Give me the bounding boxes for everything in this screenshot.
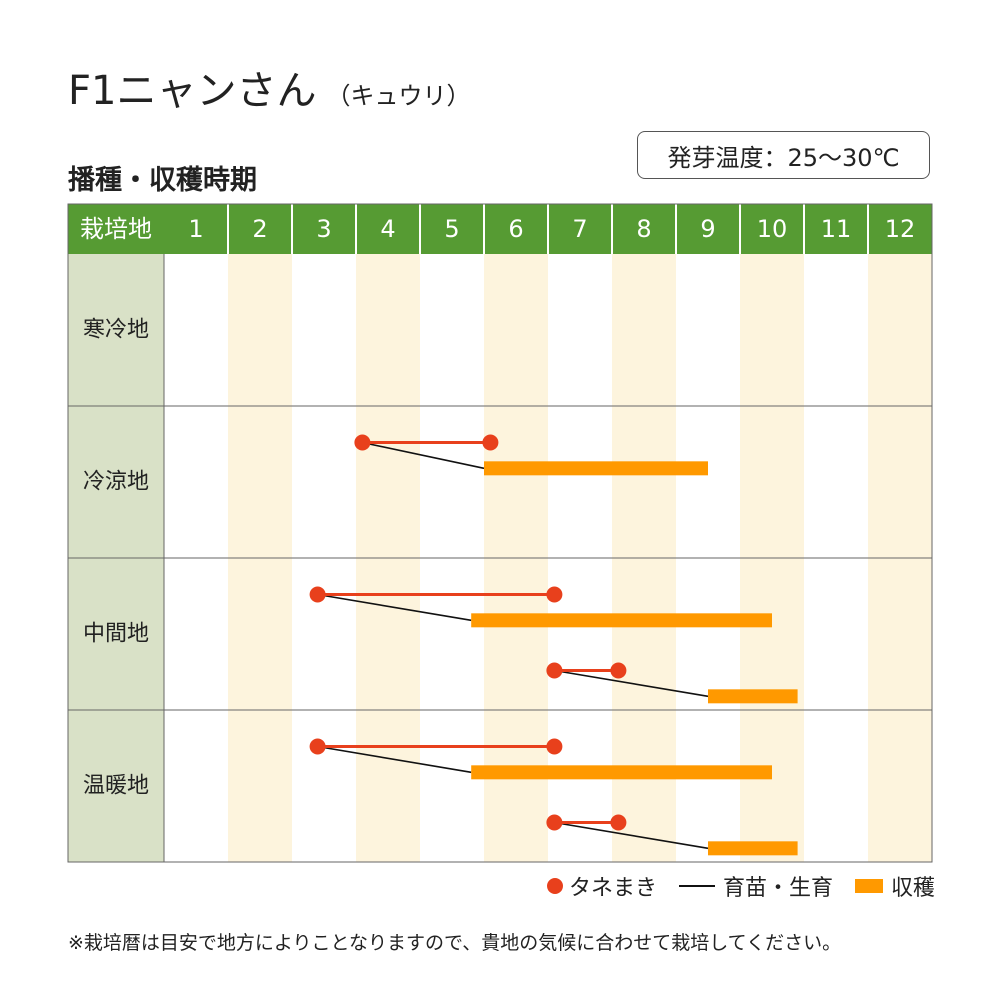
harvest-bar — [708, 689, 798, 704]
harvest-bar — [471, 613, 772, 628]
nursery-line — [554, 669, 709, 698]
region-label: 中間地 — [83, 622, 149, 647]
month-label: 3 — [316, 215, 331, 243]
month-label: 10 — [757, 215, 788, 243]
grid-border — [67, 203, 933, 863]
nursery-line — [317, 593, 472, 622]
germination-temperature-badge: 発芽温度：25～30℃ — [637, 131, 930, 179]
chart-subtitle: 播種・収穫時期 — [68, 165, 257, 196]
month-label: 2 — [252, 215, 267, 243]
sowing-dot-start — [546, 814, 563, 831]
sowing-dot-end — [546, 586, 563, 603]
nursery-line — [554, 821, 709, 850]
sowing-dot-start — [309, 738, 326, 755]
month-label: 9 — [700, 215, 715, 243]
legend-sowing-label: タネまき — [568, 876, 657, 901]
legend-item-harvest: 収穫 — [854, 870, 935, 902]
sowing-dot-end — [610, 814, 627, 831]
chart-title: F1ニャンさん （キュウリ） — [68, 58, 470, 116]
sowing-dot-start — [354, 434, 371, 451]
crop-type: （キュウリ） — [326, 82, 471, 110]
month-label: 7 — [572, 215, 587, 243]
footnote: ※栽培暦は目安で地方によりことなりますので、貴地の気候に合わせて栽培してください… — [68, 932, 842, 954]
harvest-bar — [484, 461, 708, 476]
sowing-dot-end — [546, 738, 563, 755]
header-bar — [68, 204, 932, 254]
region-label: 温暖地 — [83, 774, 149, 799]
legend-item-nursery: 育苗・生育 — [678, 870, 833, 902]
row-header-label: 栽培地 — [80, 215, 152, 243]
sowing-dot-end — [482, 434, 499, 451]
month-label: 5 — [444, 215, 459, 243]
legend-nursery-label: 育苗・生育 — [722, 876, 833, 901]
sowing-dot-start — [309, 586, 326, 603]
legend-harvest-label: 収穫 — [890, 876, 935, 901]
region-label: 寒冷地 — [83, 318, 149, 343]
harvest-bar-icon — [854, 879, 883, 893]
sowing-dot-icon — [546, 878, 563, 894]
month-label: 12 — [885, 215, 916, 243]
month-label: 4 — [380, 215, 395, 243]
harvest-bar — [708, 841, 798, 856]
nursery-line-icon — [678, 885, 715, 887]
nursery-line — [317, 745, 472, 774]
region-label: 冷涼地 — [83, 470, 149, 495]
harvest-bar — [471, 765, 772, 780]
product-name: F1ニャンさん — [68, 68, 317, 114]
nursery-line — [362, 441, 485, 470]
month-label: 6 — [508, 215, 523, 243]
legend: タネまき 育苗・生育 収穫 — [505, 868, 935, 904]
month-label: 8 — [636, 215, 651, 243]
month-label: 1 — [188, 215, 203, 243]
sowing-dot-start — [546, 662, 563, 679]
sowing-dot-end — [610, 662, 627, 679]
month-label: 11 — [821, 215, 852, 243]
legend-item-sowing: タネまき — [546, 870, 657, 902]
